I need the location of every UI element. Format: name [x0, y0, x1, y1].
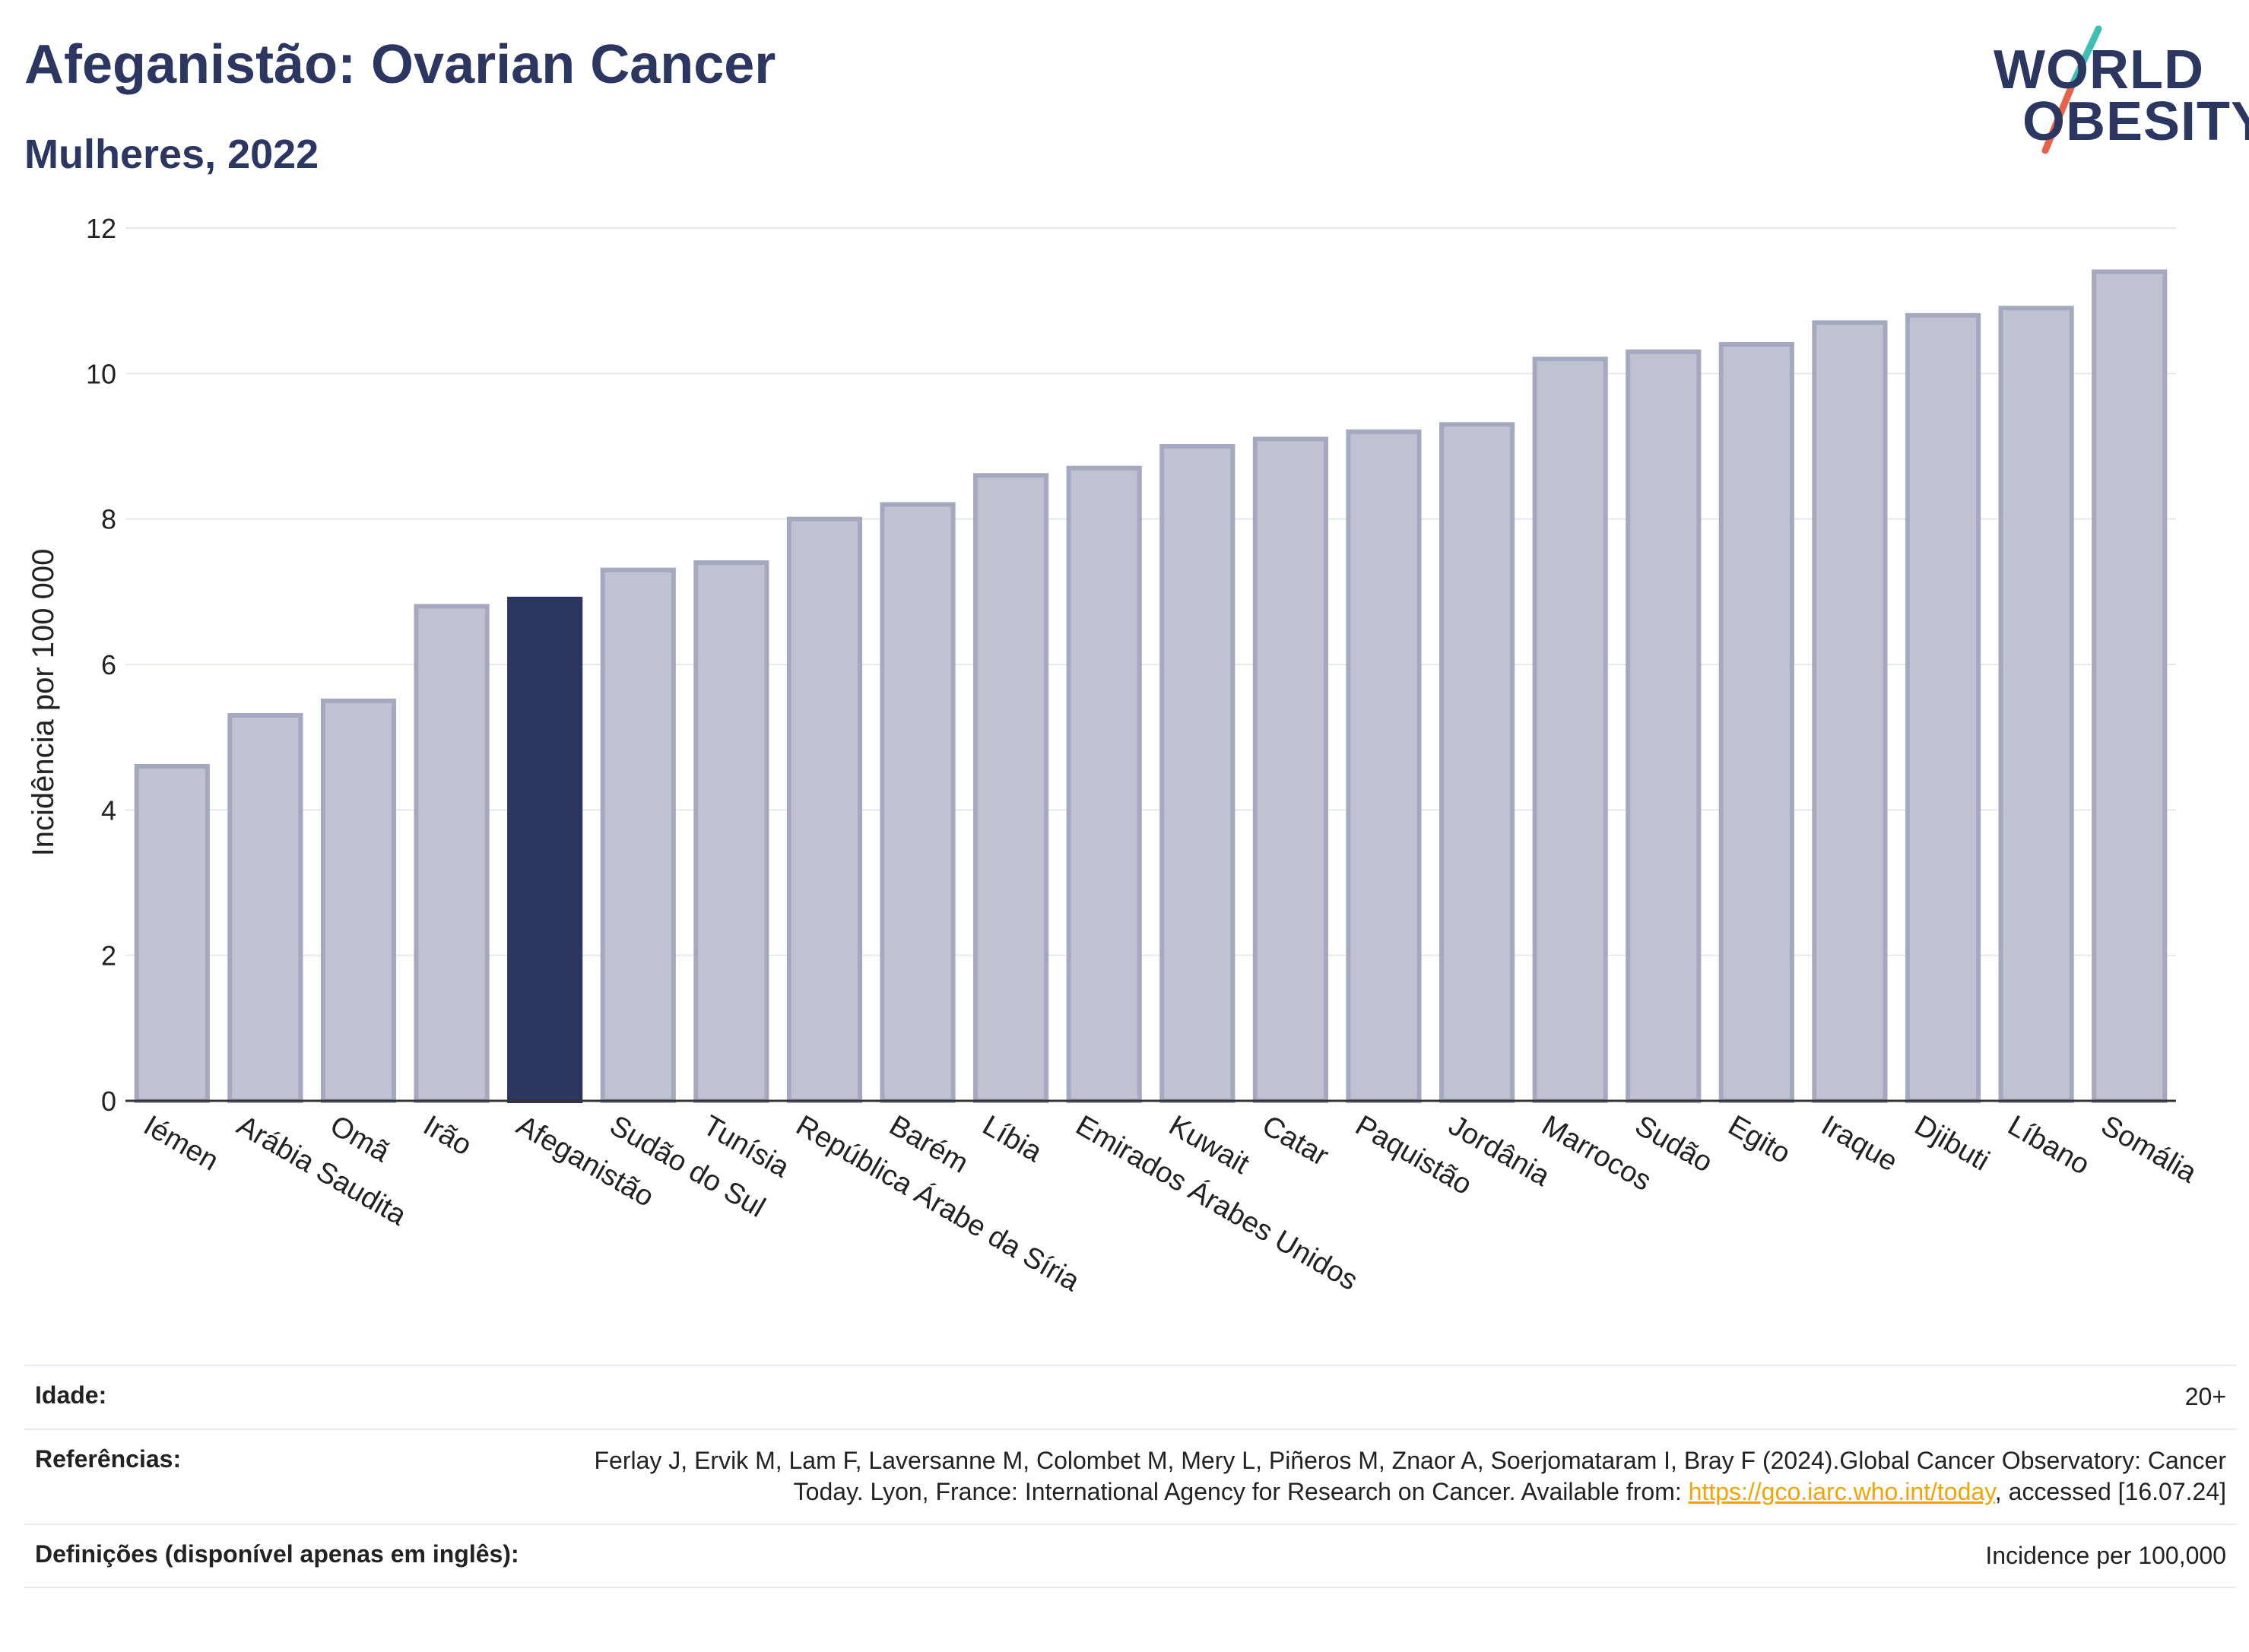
bar-6	[693, 560, 769, 1104]
bar-15	[1532, 357, 1608, 1103]
logo-word-world: WORLD	[1994, 40, 2204, 100]
chart-bars	[134, 269, 2168, 1104]
bar-2	[320, 698, 397, 1103]
y-tick-label: 8	[101, 504, 116, 535]
references-value: Ferlay J, Ervik M, Lam F, Laversanne M, …	[554, 1445, 2226, 1508]
y-tick-labels: 0 2 4 6 8 10 12	[86, 213, 116, 1117]
bar-14	[1439, 422, 1515, 1103]
age-label: Idade:	[35, 1381, 107, 1409]
info-row-references: Referências: Ferlay J, Ervik M, Lam F, L…	[24, 1428, 2237, 1524]
x-tick-label: Líbia	[977, 1109, 1048, 1168]
x-tick-label: Iraque	[1816, 1109, 1902, 1178]
x-tick-label: Arábia Saudita	[231, 1109, 412, 1232]
bar-19	[1905, 312, 1981, 1103]
world-obesity-logo: WORLD OBESITY	[1984, 21, 2249, 166]
x-tick-label: Sudão do Sul	[604, 1109, 771, 1223]
references-label: Referências:	[35, 1444, 182, 1473]
info-row-age: Idade: 20+	[24, 1365, 2237, 1428]
x-tick-label: Líbano	[2003, 1109, 2095, 1181]
definitions-label: Definições (disponível apenas em inglês)…	[35, 1539, 519, 1568]
bar-18	[1812, 320, 1888, 1104]
y-axis-title: Incidência por 100 000	[27, 549, 60, 857]
y-tick-label: 2	[101, 940, 116, 972]
definitions-value: Incidence per 100,000	[1985, 1541, 2226, 1569]
y-tick-label: 0	[101, 1086, 116, 1117]
y-tick-label: 12	[86, 213, 116, 244]
references-text: Ferlay J, Ervik M, Lam F, Laversanne M, …	[594, 1446, 2226, 1506]
x-tick-label: Catar	[1257, 1109, 1334, 1172]
bar-8	[880, 502, 956, 1103]
bar-7	[786, 516, 863, 1103]
x-tick-label: Djibuti	[1909, 1109, 1994, 1177]
bar-10	[1066, 465, 1142, 1103]
bar-4	[507, 596, 583, 1103]
chart-title: Afeganistão: Ovarian Cancer	[24, 34, 776, 95]
bar-5	[600, 567, 676, 1103]
references-text-end: , accessed [16.07.24]	[1994, 1478, 2226, 1506]
bar-9	[973, 473, 1049, 1103]
info-row-definitions: Definições (disponível apenas em inglês)…	[24, 1523, 2237, 1589]
age-value: 20+	[2184, 1383, 2226, 1410]
bar-17	[1718, 342, 1794, 1104]
y-tick-label: 10	[86, 358, 116, 389]
y-tick-label: 6	[101, 649, 116, 680]
x-tick-label: Iémen	[138, 1109, 224, 1177]
bar-21	[2092, 269, 2168, 1103]
bar-0	[134, 763, 210, 1104]
y-tick-label: 4	[101, 794, 116, 826]
bar-12	[1252, 436, 1328, 1103]
bar-3	[414, 604, 490, 1103]
x-tick-label: Irão	[418, 1109, 477, 1162]
logo-word-obesity: OBESITY	[2022, 91, 2249, 152]
bar-1	[227, 712, 303, 1103]
x-tick-label: Somália	[2095, 1109, 2203, 1189]
x-tick-label: Egito	[1723, 1109, 1796, 1170]
bar-13	[1346, 429, 1422, 1104]
logo-slash-icon	[2041, 25, 2102, 154]
bar-20	[1998, 306, 2074, 1104]
bar-16	[1626, 349, 1702, 1103]
references-link[interactable]: https://gco.iarc.who.int/today	[1688, 1478, 1995, 1506]
info-table: Idade: 20+ Referências: Ferlay J, Ervik …	[24, 1365, 2237, 1589]
chart-subtitle: Mulheres, 2022	[24, 132, 319, 177]
bar-11	[1159, 444, 1236, 1103]
